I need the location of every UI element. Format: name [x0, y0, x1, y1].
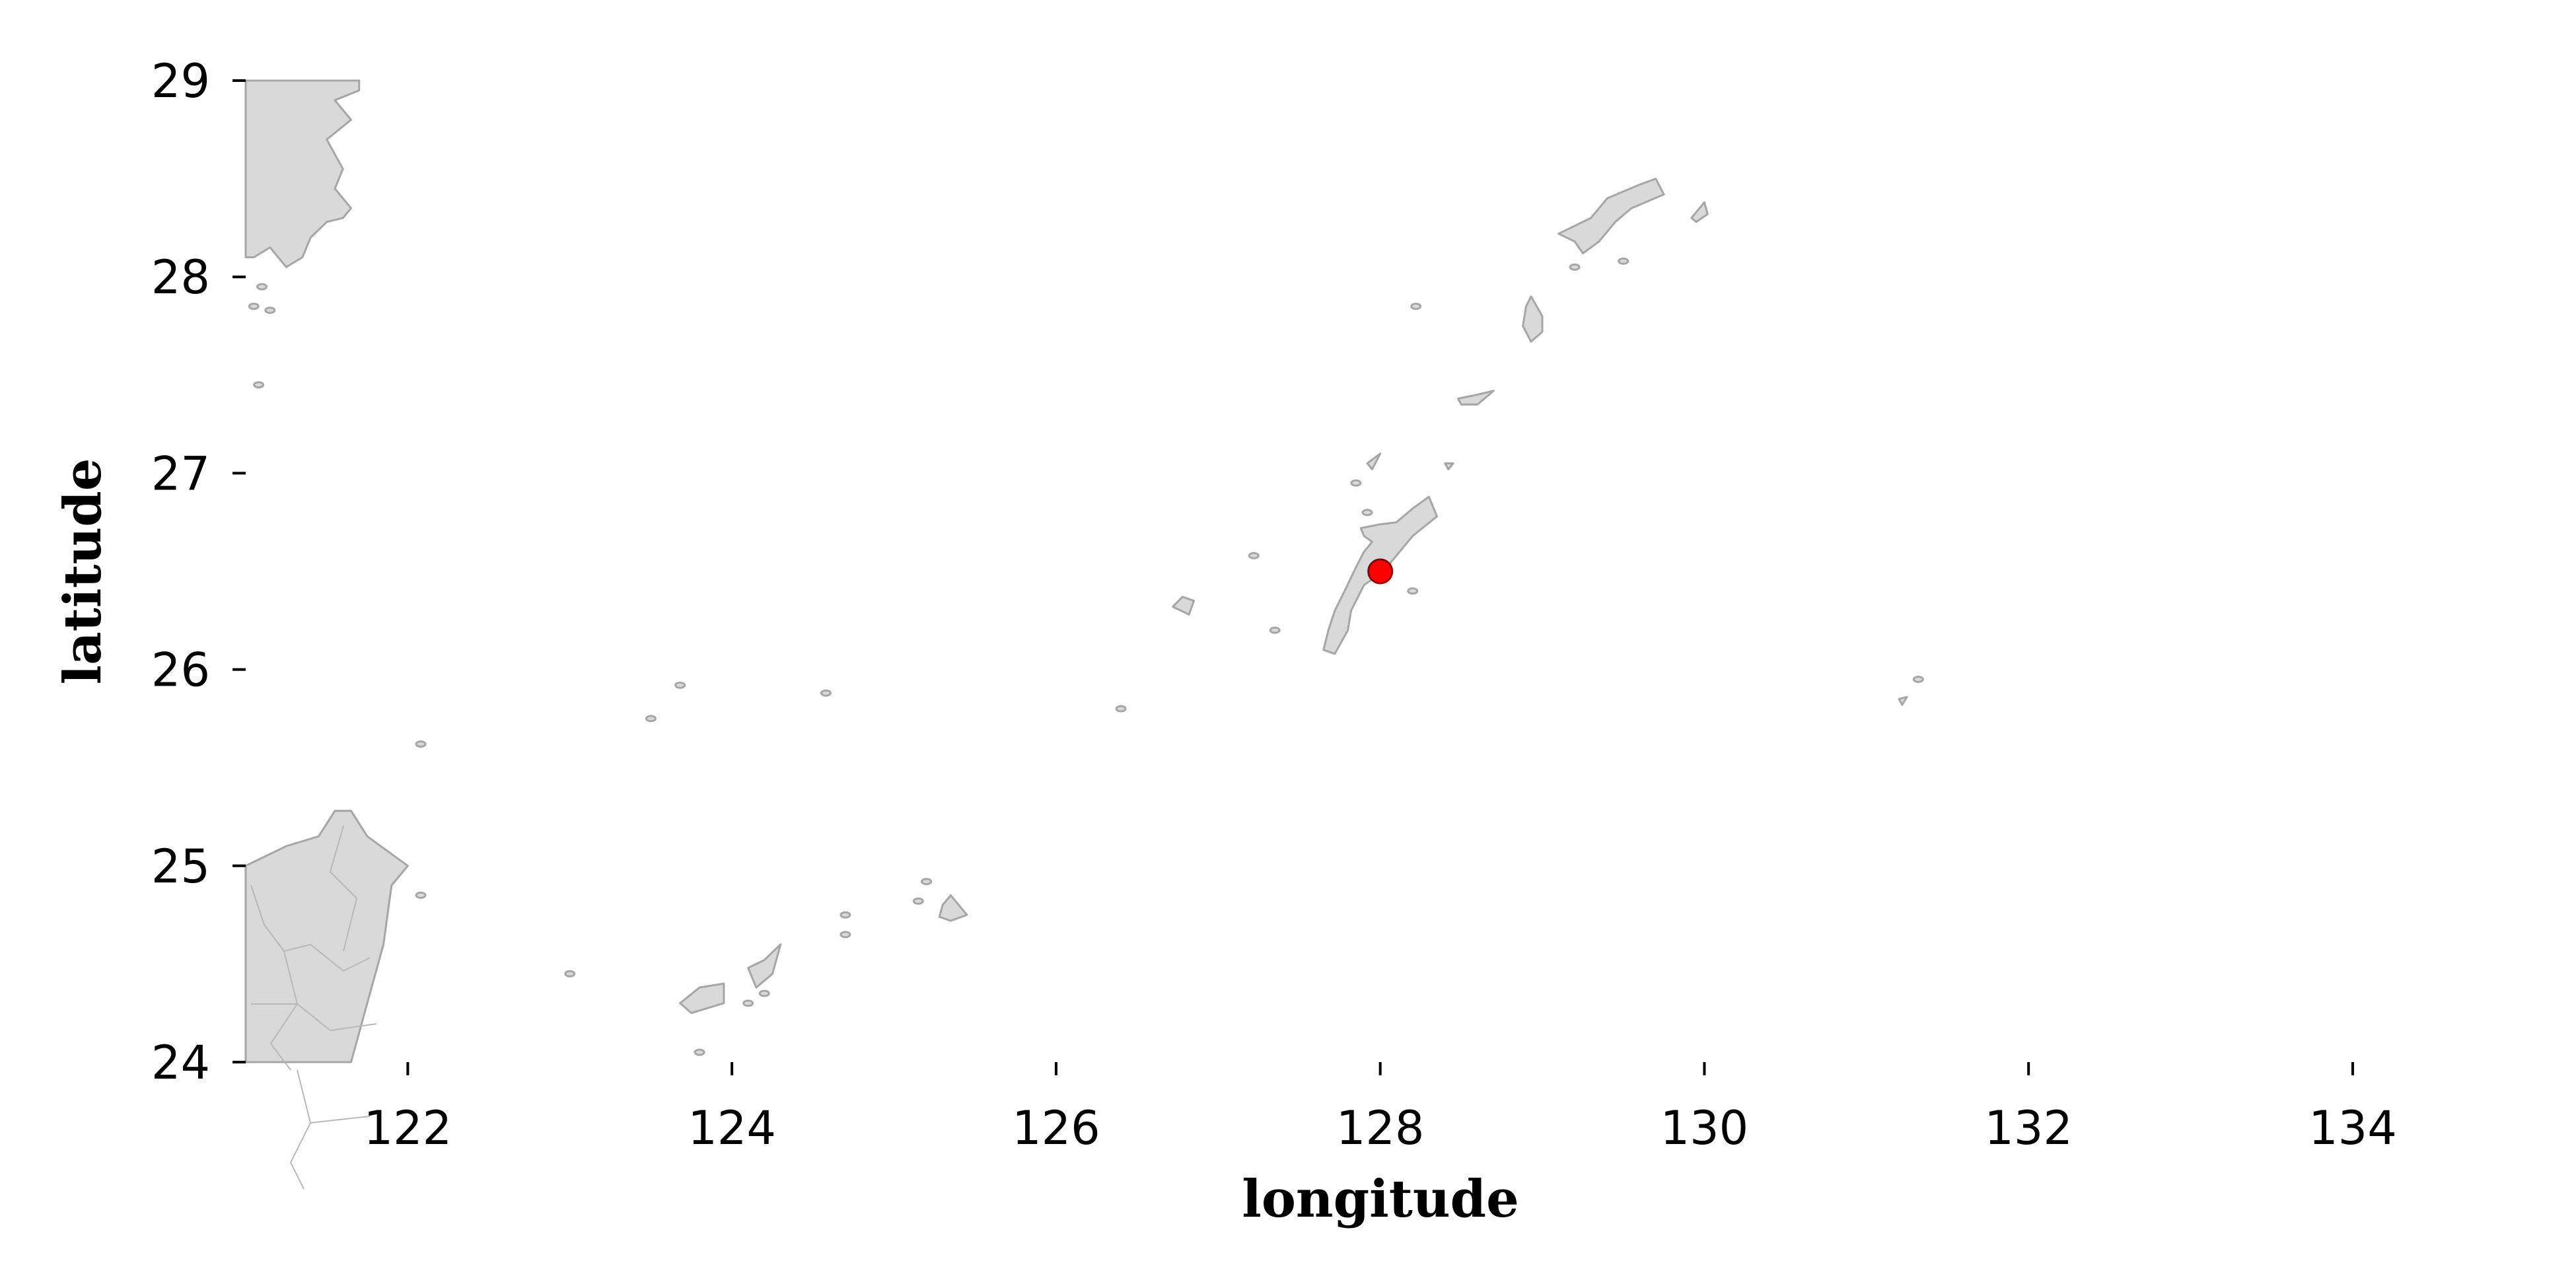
islet-layer	[248, 257, 1924, 1056]
islet	[694, 1048, 705, 1056]
province-border	[251, 1003, 377, 1032]
province-border	[250, 884, 371, 972]
province-border	[289, 1069, 312, 1190]
kikai-jima-landmass	[1690, 201, 1709, 223]
islet	[415, 740, 427, 748]
islet	[564, 970, 576, 978]
x-tick-label: 124	[688, 1101, 776, 1155]
islet	[1361, 509, 1373, 517]
islet	[758, 989, 770, 997]
islet	[1410, 303, 1422, 310]
y-tick-label: 29	[151, 54, 210, 108]
islet	[840, 931, 851, 939]
x-tick-label: 126	[1012, 1101, 1100, 1155]
islet	[1350, 479, 1362, 487]
x-axis-title: longitude	[1242, 1169, 1519, 1229]
province-border	[310, 1116, 371, 1124]
islet	[1115, 705, 1127, 713]
islet	[256, 283, 268, 291]
x-tick-label: 130	[1661, 1101, 1749, 1155]
iriomote-landmass	[679, 982, 725, 1015]
y-tick-label: 24	[151, 1036, 210, 1090]
province-border	[269, 950, 299, 1071]
y-tick-label: 27	[151, 447, 210, 501]
islet	[415, 891, 427, 899]
y-tick-label: 28	[151, 250, 210, 304]
islet	[253, 381, 265, 389]
islet	[645, 715, 657, 723]
amami-oshima-landmass	[1557, 178, 1665, 254]
china-coast-south-landmass	[244, 810, 409, 1063]
province-borders	[250, 825, 377, 1190]
islet	[1569, 263, 1581, 271]
islet	[921, 878, 933, 886]
marker-layer	[1367, 558, 1394, 585]
islet	[1407, 587, 1419, 595]
islet	[248, 303, 260, 310]
okinoerabu-landmass	[1456, 390, 1495, 406]
islet	[840, 911, 851, 919]
islet	[742, 999, 754, 1007]
y-tick-label: 26	[151, 643, 210, 698]
islet	[1912, 675, 1924, 683]
y-axis-title: latitude	[53, 458, 113, 685]
islet	[912, 897, 924, 905]
x-tick-label: 132	[1984, 1101, 2073, 1155]
islet	[820, 689, 832, 697]
x-tick-label: 122	[364, 1101, 452, 1155]
islet	[1618, 257, 1629, 265]
x-tick-label: 134	[2308, 1101, 2397, 1155]
x-tick-label: 128	[1336, 1101, 1425, 1155]
location-marker	[1367, 558, 1394, 585]
land-layer	[244, 79, 1908, 1063]
islet	[1248, 552, 1260, 559]
iheya-landmass	[1366, 452, 1382, 470]
china-coast-north-landmass	[244, 79, 361, 268]
islet	[264, 306, 276, 314]
miyako-jima-landmass	[938, 894, 968, 922]
islet	[674, 681, 686, 689]
province-border	[329, 825, 358, 952]
islet	[1269, 626, 1281, 634]
minami-daito-landmass	[1898, 696, 1908, 706]
ishigaki-landmass	[747, 943, 782, 989]
kume-jima-landmass	[1172, 596, 1195, 616]
yoron-landmass	[1444, 462, 1454, 470]
y-tick-label: 25	[151, 840, 210, 894]
axes: 122 124 126 128 130 132 134 24 25 26 27 28 29 longitu…	[53, 54, 2397, 1229]
tokunoshima-landmass	[1522, 295, 1544, 343]
